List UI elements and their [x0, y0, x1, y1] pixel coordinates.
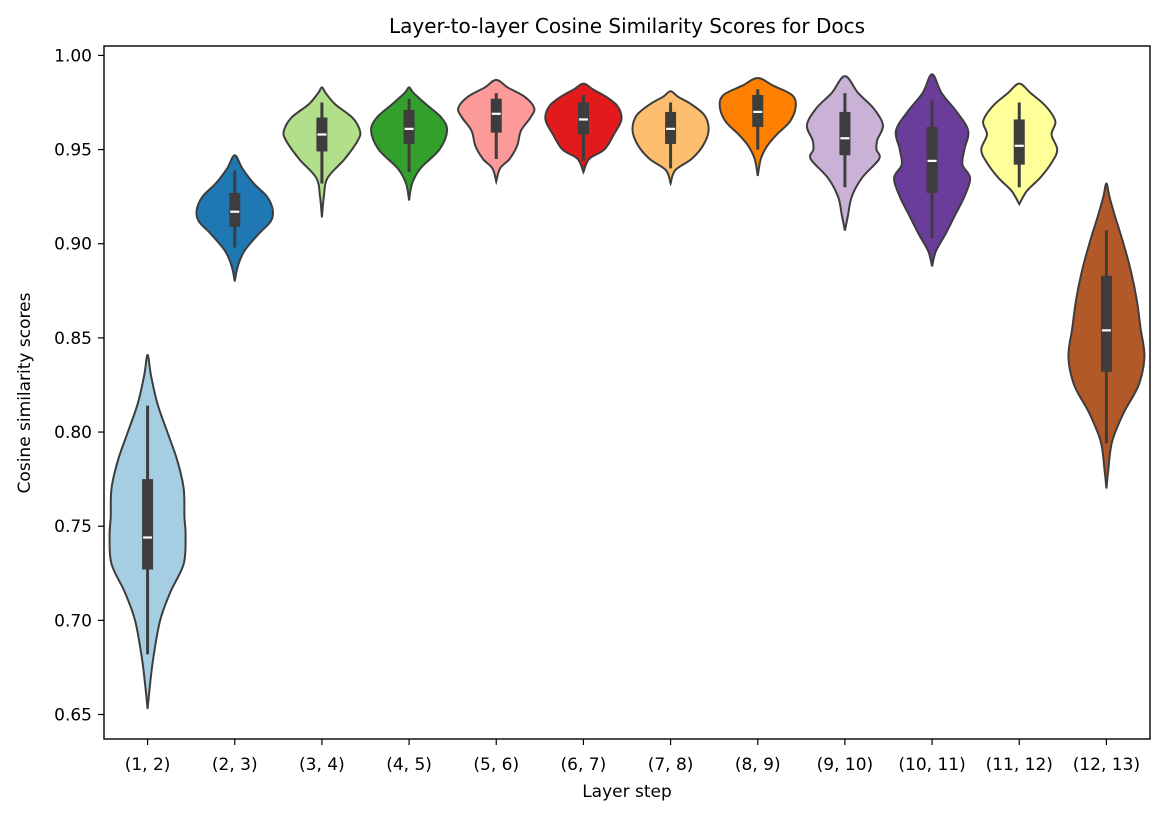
y-tick-label: 0.85	[54, 329, 92, 349]
x-tick-label: (4, 5)	[386, 755, 432, 775]
x-tick-label: (11, 12)	[986, 755, 1053, 775]
violin-iqr-box	[403, 110, 415, 144]
x-tick-label: (9, 10)	[817, 755, 874, 775]
violin-group	[108, 353, 187, 709]
x-tick-label: (3, 4)	[299, 755, 345, 775]
x-tick-label: (1, 2)	[125, 755, 171, 775]
violin-iqr-box	[839, 111, 851, 156]
x-axis-title: Layer step	[582, 782, 672, 802]
violin-iqr-box	[142, 479, 154, 570]
y-axis: 0.65 0.70 0.75 0.80 0.85 0.90 0.95 1.00	[54, 46, 104, 726]
chart-title: Layer-to-layer Cosine Similarity Scores …	[389, 14, 865, 38]
violin-group	[1067, 182, 1146, 489]
y-axis-title: Cosine similarity scores	[15, 292, 35, 493]
violin-group	[718, 77, 797, 177]
violin-group	[893, 73, 972, 267]
x-tick-label: (7, 8)	[648, 755, 694, 775]
plot-frame	[103, 45, 1151, 740]
y-tick-label: 0.65	[54, 706, 92, 726]
y-tick-label: 0.90	[54, 235, 92, 255]
violin-iqr-box	[229, 192, 241, 227]
violins-layer	[108, 73, 1146, 709]
violin-group	[370, 86, 449, 201]
violin-group	[980, 82, 1059, 207]
x-tick-label: (8, 9)	[735, 755, 781, 775]
x-axis: (1, 2) (2, 3) (3, 4) (4, 5) (5, 6) (6, 7) (7, …	[125, 739, 1140, 775]
y-tick-label: 1.00	[54, 46, 92, 66]
x-tick-label: (5, 6)	[473, 755, 519, 775]
violin-iqr-box	[490, 98, 502, 133]
y-tick-label: 0.75	[54, 517, 92, 537]
y-tick-label: 0.95	[54, 141, 92, 161]
x-tick-label: (6, 7)	[561, 755, 607, 775]
violin-group	[544, 82, 623, 175]
violin-group	[282, 86, 362, 218]
violin-group	[805, 75, 884, 231]
y-tick-label: 0.80	[54, 423, 92, 443]
violin-group	[457, 78, 536, 186]
x-tick-label: (10, 11)	[898, 755, 965, 775]
violin-group	[631, 90, 710, 187]
x-tick-label: (12, 13)	[1073, 755, 1140, 775]
x-tick-label: (2, 3)	[212, 755, 258, 775]
violin-group	[195, 154, 275, 282]
y-tick-label: 0.70	[54, 611, 92, 631]
violin-iqr-box	[1013, 119, 1025, 165]
violin-iqr-box	[1100, 275, 1112, 372]
